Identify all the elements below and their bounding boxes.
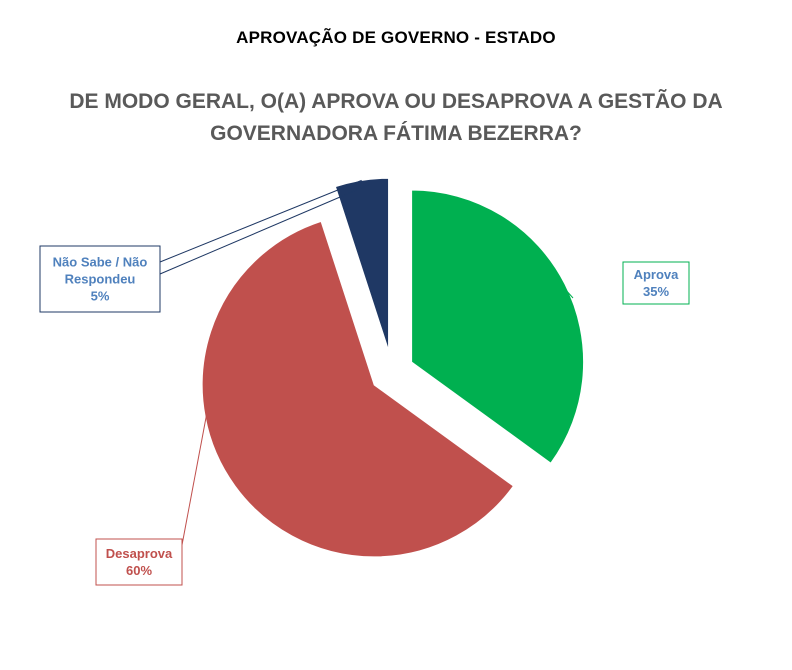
callout-box-desaprova [95,538,183,586]
callout-leader-nao-sabe-nao-respondeu [159,179,362,263]
callout-label-desaprova: Desaprova [106,546,173,561]
callout-value-desaprova: 60% [126,563,152,578]
survey-question-line-2: GOVERNADORA FÁTIMA BEZERRA? [210,122,582,145]
callout-box-aprova [622,261,690,305]
callout-label-nao-sabe-nao-respondeu-line-2: Respondeu [65,272,136,287]
survey-question-line-1: DE MODO GERAL, O(A) APROVA OU DESAPROVA … [69,90,723,113]
callout-label-nao-sabe-nao-respondeu-line-1: Não Sabe / Não [53,255,148,270]
callout-leader-secondary-nao-sabe-nao-respondeu [159,183,370,275]
survey-question: DE MODO GERAL, O(A) APROVA OU DESAPROVA … [40,86,752,150]
callout-value-aprova: 35% [643,284,669,299]
callout-leader-desaprova [181,414,208,546]
pie-slice-desaprova [201,220,515,558]
pie-slice-aprova [411,189,585,464]
pie-slices [201,177,585,558]
chart-header-title: APROVAÇÃO DE GOVERNO - ESTADO [236,28,556,47]
callout-value-nao-sabe-nao-respondeu: 5% [91,289,110,304]
callout-label-aprova: Aprova [634,267,680,282]
callout-leader-aprova [561,285,574,299]
pie-callouts: Aprova 35% Desaprova 60% Não Sabe / Não Respo… [39,179,690,586]
callout-box-nao-sabe-nao-respondeu [39,245,161,313]
